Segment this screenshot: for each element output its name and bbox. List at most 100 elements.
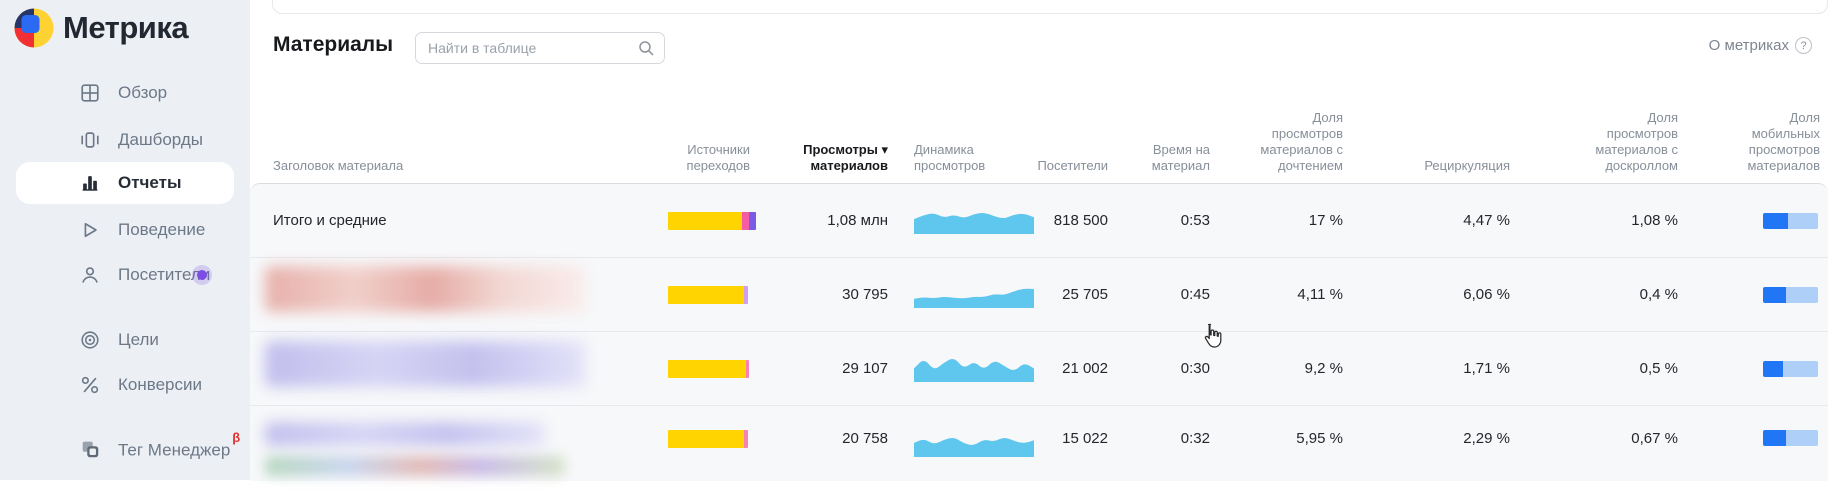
active-item-pill <box>16 162 234 204</box>
scroll-share-value: 0,67 % <box>1631 430 1678 447</box>
logo-text: Метрика <box>63 10 189 45</box>
table-search[interactable] <box>415 32 665 64</box>
blurred-material-title <box>265 266 585 312</box>
help-question-icon[interactable]: ? <box>1795 37 1812 54</box>
views-dynamics-sparkline <box>914 288 1034 308</box>
time-on-material-value: 0:45 <box>1180 286 1210 303</box>
material-title-cell[interactable]: Итого и средние <box>250 212 643 229</box>
time-on-material-value: 0:32 <box>1180 430 1210 447</box>
scroll-share-value: 0,5 % <box>1639 360 1678 377</box>
recirculation-value: 6,06 % <box>1463 286 1510 303</box>
sidebar-item-label: Цели <box>118 330 159 349</box>
traffic-sources-cell <box>643 285 758 304</box>
time-on-material-value: 0:30 <box>1180 360 1210 377</box>
column-header-sources[interactable]: Источники переходов <box>686 142 750 173</box>
sidebar-item-goals[interactable]: Цели <box>0 319 250 361</box>
about-metrics-label: О метриках <box>1708 37 1789 54</box>
read-through-share-value: 9,2 % <box>1304 360 1343 377</box>
sidebar-item-visitors[interactable]: Посетители <box>0 254 250 296</box>
percent-icon <box>78 373 102 397</box>
column-header-views[interactable]: Просмотры ▾ материалов <box>803 142 888 173</box>
sidebar-item-behavior[interactable]: Поведение <box>0 209 250 251</box>
column-header-recirculation[interactable]: Рециркуляция <box>1424 158 1510 173</box>
views-dynamics-cell <box>896 281 1043 308</box>
visitors-value: 15 022 <box>1062 430 1108 447</box>
sidebar: Метрика Обзор Дашборды Отчеты Поведение Посе… <box>0 0 250 480</box>
views-dynamics-cell <box>896 355 1043 382</box>
beta-badge: β <box>232 430 241 446</box>
visitors-value: 818 500 <box>1053 212 1108 229</box>
scroll-share-value: 0,4 % <box>1639 286 1678 303</box>
sidebar-item-overview[interactable]: Обзор <box>0 72 250 114</box>
blurred-material-title <box>265 422 545 446</box>
mobile-share-bar <box>1763 286 1818 303</box>
views-value: 29 107 <box>842 360 888 377</box>
table-row-material: 29 107 21 002 0:30 9,2 % 1,71 % 0,5 % <box>250 332 1828 406</box>
tag-icon <box>78 437 102 461</box>
metrika-logo-icon <box>14 8 54 48</box>
sidebar-item-conversions[interactable]: Конверсии <box>0 364 250 406</box>
notification-badge <box>192 265 212 285</box>
traffic-sources-cell <box>643 211 758 230</box>
person-icon <box>78 263 102 287</box>
sidebar-item-label: Обзор <box>118 83 168 102</box>
sidebar-item-label: Конверсии <box>118 375 202 394</box>
sidebar-item-reports[interactable]: Отчеты <box>0 162 250 204</box>
column-header-read_share[interactable]: Доля просмотров материалов с дочтением <box>1260 110 1343 173</box>
table-row-material: 30 795 25 705 0:45 4,11 % 6,06 % 0,4 % <box>250 258 1828 332</box>
column-header-time[interactable]: Время на материал <box>1151 142 1210 173</box>
views-dynamics-sparkline <box>914 212 1034 234</box>
bar-chart-icon <box>78 171 102 195</box>
totals-label: Итого и средние <box>273 212 387 229</box>
views-value: 1,08 млн <box>827 212 888 229</box>
read-through-share-value: 4,11 % <box>1297 286 1343 303</box>
traffic-sources-bar <box>668 359 749 378</box>
views-dynamics-cell <box>896 207 1043 234</box>
sidebar-item-label: Тег Менеджерβ <box>118 430 241 460</box>
column-header-dynamics[interactable]: Динамика просмотров <box>914 142 986 173</box>
sidebar-item-label: Поведение <box>118 220 206 239</box>
column-header-title[interactable]: Заголовок материала <box>273 158 404 173</box>
views-dynamics-cell <box>896 430 1043 457</box>
views-value: 20 758 <box>842 430 888 447</box>
scroll-share-value: 1,08 % <box>1631 212 1678 229</box>
recirculation-value: 1,71 % <box>1463 360 1510 377</box>
target-icon <box>78 328 102 352</box>
blurred-material-title <box>265 341 585 387</box>
search-icon[interactable] <box>638 40 654 56</box>
views-value: 30 795 <box>842 286 888 303</box>
sidebar-item-tag-manager[interactable]: Тег Менеджерβ <box>0 428 250 470</box>
table-body: Итого и средние 1,08 млн 818 500 0:53 17 % 4,… <box>250 183 1828 481</box>
traffic-sources-cell <box>643 430 758 448</box>
column-header-visitors[interactable]: Посетители <box>1037 158 1108 173</box>
column-header-mobile_share[interactable]: Доля мобильных просмотров материалов <box>1747 110 1820 173</box>
views-dynamics-sparkline <box>914 359 1034 382</box>
table-row-totals: Итого и средние 1,08 млн 818 500 0:53 17 % 4,… <box>250 184 1828 258</box>
views-dynamics-sparkline <box>914 437 1034 457</box>
filter-card-bottom-edge <box>272 0 1828 14</box>
mobile-share-bar <box>1763 212 1818 229</box>
blurred-material-title <box>265 456 565 476</box>
play-icon <box>78 218 102 242</box>
visitors-value: 25 705 <box>1062 286 1108 303</box>
traffic-sources-bar <box>668 285 748 304</box>
mobile-share-bar <box>1763 360 1818 377</box>
time-on-material-value: 0:53 <box>1180 212 1210 229</box>
mobile-share-cell <box>1686 360 1828 377</box>
sidebar-item-label: Посетители <box>118 265 211 284</box>
mobile-share-cell <box>1686 286 1828 303</box>
grid-icon <box>78 81 102 105</box>
search-input[interactable] <box>416 40 638 56</box>
read-through-share-value: 5,95 % <box>1296 430 1343 447</box>
dashboards-icon <box>78 128 102 152</box>
column-header-scroll_share[interactable]: Доля просмотров материалов с доскроллом <box>1595 110 1678 173</box>
sidebar-item-label: Отчеты <box>118 173 182 192</box>
recirculation-value: 2,29 % <box>1463 430 1510 447</box>
about-metrics-link[interactable]: О метриках ? <box>1709 37 1812 54</box>
mobile-share-cell <box>1686 430 1828 446</box>
metrika-logo[interactable]: Метрика <box>14 8 189 48</box>
page-title: Материалы <box>273 33 394 56</box>
sidebar-item-dashboards[interactable]: Дашборды <box>0 119 250 161</box>
traffic-sources-bar <box>668 211 756 230</box>
table-header-row: Заголовок материала Источники переходов Пр… <box>250 80 1828 183</box>
